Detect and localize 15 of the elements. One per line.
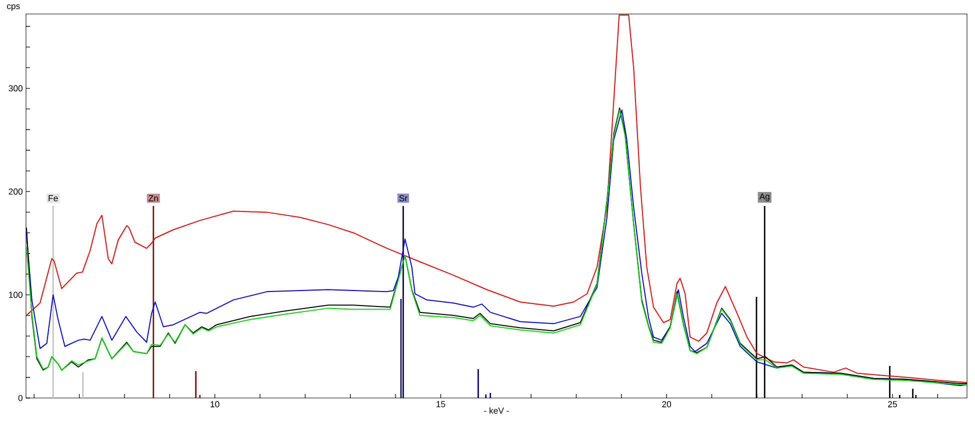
y-tick-label: 200: [8, 188, 22, 195]
annotation: Zn: [148, 195, 158, 202]
annotation: Sr: [399, 195, 408, 202]
x-tick-label: 15: [436, 401, 446, 408]
y-tick-label: 100: [9, 292, 22, 298]
y-tick-label: 0: [18, 394, 22, 402]
x-tick-label: 20: [662, 401, 672, 408]
y-axis-title: cps: [7, 4, 20, 11]
y-tick-label: 300: [8, 85, 22, 92]
line-series: [26, 14, 968, 384]
x-tick-label: 25: [888, 401, 897, 408]
x-tick-label: 10: [210, 401, 220, 408]
x-axis-title: - keV -: [484, 407, 509, 414]
annotation: Ag: [759, 193, 770, 202]
annotation: Fe: [48, 195, 58, 202]
